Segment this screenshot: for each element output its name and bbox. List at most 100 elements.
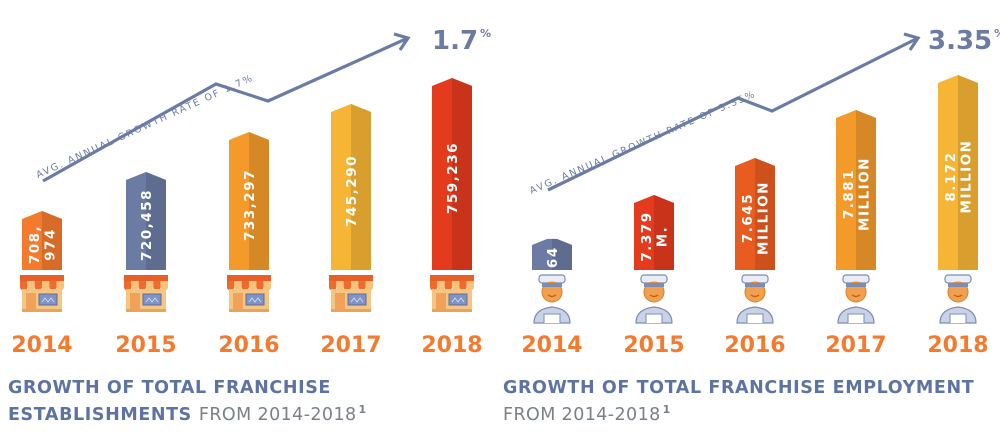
- bar-value-text: MILLION: [756, 181, 772, 255]
- chart-title-line: GROWTH OF TOTAL FRANCHISE: [8, 378, 331, 398]
- store-window: [245, 293, 265, 306]
- bar-value-text: 7.881: [841, 169, 857, 219]
- bar-shade: [856, 110, 876, 270]
- awning-stripe: [56, 281, 64, 291]
- year-label: 2017: [320, 333, 381, 358]
- bar-value-label: 7.645 MILLION: [740, 181, 772, 255]
- bar-value-text: 8.172: [943, 151, 959, 201]
- awning: [329, 275, 373, 291]
- awning-stripe: [41, 281, 50, 291]
- awning-stripe: [27, 281, 35, 291]
- bar-shade: [249, 132, 269, 270]
- awning-top: [227, 275, 271, 281]
- awning-stripe: [451, 281, 460, 291]
- awning-stripe: [49, 281, 57, 291]
- store-door: [233, 293, 243, 309]
- bar-value-label: 759,236: [445, 142, 461, 214]
- year-label: 2014: [11, 333, 72, 358]
- awning-stripe: [227, 281, 235, 291]
- worker-smile: [750, 294, 760, 298]
- bar-value-label: 7.379 M.: [639, 211, 671, 261]
- worker-smile: [953, 294, 963, 298]
- chart-subtitle: FROM 2014-2018: [503, 405, 661, 425]
- bar-shade: [351, 104, 371, 270]
- bar-value-text: 7.379: [639, 211, 655, 261]
- bar-value-text: 759,236: [445, 142, 461, 214]
- awning-top: [329, 275, 373, 281]
- bar-2014: 7.164 M.2014: [521, 219, 582, 358]
- window-glare: [41, 297, 55, 303]
- awning-stripe: [263, 281, 271, 291]
- store-door: [335, 293, 345, 309]
- awning-stripe: [329, 281, 337, 291]
- awning-top: [124, 275, 168, 281]
- storefront-icon: [20, 275, 64, 312]
- store-door: [436, 293, 446, 309]
- awning-stripe: [430, 281, 438, 291]
- bar-value-text: 708,: [27, 225, 43, 264]
- bar-2018: 759,236 2018: [421, 78, 483, 358]
- worker-apron: [949, 313, 967, 323]
- awning-top: [430, 275, 474, 281]
- storefront-icon: [329, 275, 373, 312]
- bar-shade: [654, 195, 674, 270]
- awning-stripe: [160, 281, 168, 291]
- awning-stripe: [153, 281, 161, 291]
- bar-shade: [42, 211, 62, 270]
- footnote-marker: 1: [663, 403, 671, 416]
- store-window: [347, 293, 367, 306]
- bar-2016: 7.645 MILLION 2016: [724, 158, 786, 358]
- store-window: [142, 293, 162, 306]
- awning-stripe: [145, 281, 154, 291]
- awning-stripe: [234, 281, 242, 291]
- bar-value-label: 8.172 MILLION: [943, 140, 975, 214]
- window-glare: [145, 297, 159, 303]
- bar-value-label: 708, 974: [27, 225, 58, 264]
- worker-icon: [939, 274, 977, 324]
- bar-value-text: 733,297: [242, 169, 258, 241]
- bar-shade: [958, 75, 978, 270]
- footnote-marker: 1: [359, 403, 367, 416]
- awning: [124, 275, 168, 291]
- worker-cap-band: [542, 283, 562, 287]
- store-door: [26, 293, 36, 309]
- store-window: [448, 293, 468, 306]
- year-label: 2016: [218, 333, 279, 358]
- bar-shade: [452, 78, 472, 270]
- growth-arrow-line: [547, 36, 919, 192]
- awning-stripe: [444, 281, 452, 291]
- storefront-icon: [124, 275, 168, 312]
- store-base: [229, 309, 269, 312]
- awning-stripe: [248, 281, 257, 291]
- storefront-icon: [227, 275, 271, 312]
- awning: [20, 275, 64, 291]
- growth-rate-value: 3.35: [928, 26, 992, 56]
- bar-value-text: MILLION: [959, 140, 975, 214]
- chart-subtitle: FROM 2014-2018: [199, 405, 357, 425]
- awning-stripe: [34, 281, 42, 291]
- storefront-icon: [430, 275, 474, 312]
- growth-arrow-line: [42, 36, 409, 183]
- year-label: 2018: [927, 333, 988, 358]
- worker-icon: [533, 274, 571, 324]
- establishments-chart: AVG. ANNUAL GROWTH RATE OF 1.7% 1.7 % 708, 9…: [8, 26, 491, 425]
- bar-value-label: 720,458: [139, 189, 155, 261]
- bar-2014: 708, 974 2014: [11, 211, 73, 358]
- bar-shade: [755, 158, 775, 270]
- awning-stripe: [365, 281, 373, 291]
- chart-title-line: GROWTH OF TOTAL FRANCHISE EMPLOYMENT: [503, 378, 974, 398]
- growth-rate-unit: %: [480, 27, 491, 40]
- growth-arrow-head: [903, 32, 921, 51]
- awning-stripe: [350, 281, 359, 291]
- bar-value-label: 745,290: [344, 155, 360, 227]
- store-base: [126, 309, 166, 312]
- worker-cap-band: [745, 283, 765, 287]
- store-door: [130, 293, 140, 309]
- bar-value-text: 974: [43, 228, 59, 261]
- bar-shade: [552, 237, 572, 270]
- bar-value-text: MILLION: [857, 157, 873, 231]
- worker-cap-band: [846, 283, 866, 287]
- bar-value-label: 733,297: [242, 169, 258, 241]
- awning-stripe: [256, 281, 264, 291]
